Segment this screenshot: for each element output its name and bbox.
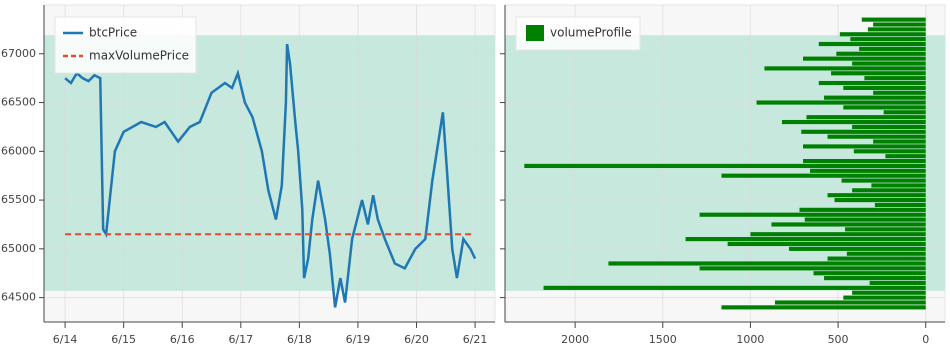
volume-bar [853, 149, 926, 154]
volume-bar [827, 256, 926, 261]
volume-bar [699, 212, 926, 217]
legend-label: volumeProfile [550, 26, 632, 40]
x-tick-label: 2000 [561, 333, 589, 346]
volume-bar [834, 198, 926, 203]
volume-bar [818, 41, 926, 47]
volume-bar [774, 300, 926, 305]
x-tick-label: 500 [828, 333, 849, 346]
volume-bar [831, 71, 926, 76]
volume-bar [864, 76, 926, 81]
price-line [64, 43, 477, 308]
volume-bar [721, 173, 926, 178]
y-tick-label: 66500 [1, 96, 36, 109]
volume-bar [799, 207, 926, 212]
volume-bar [750, 232, 926, 237]
volume-bar [871, 183, 926, 188]
volume-bar [788, 246, 926, 251]
volume-bar [721, 305, 926, 310]
x-tick-label: 6/18 [287, 333, 312, 346]
volume-bar [867, 27, 926, 32]
volume-bar [685, 237, 926, 242]
volume-bar [885, 154, 926, 159]
volume-bar [852, 188, 926, 193]
volume-bar [801, 129, 926, 134]
x-tick-label: 6/21 [463, 333, 488, 346]
volume-bar [843, 295, 926, 300]
volume-bar [852, 61, 926, 66]
volume-bar [843, 105, 926, 110]
volume-bar [824, 276, 926, 281]
y-tick-label: 64500 [1, 291, 36, 304]
volume-bar [883, 110, 926, 115]
volume-bar [873, 90, 926, 95]
volume-bar [850, 37, 926, 42]
volume-bar [843, 85, 926, 90]
x-tick-label: 6/14 [53, 333, 78, 346]
x-tick-label: 0 [922, 333, 929, 346]
legend-label: btcPrice [89, 26, 137, 40]
y-tick-label: 66000 [1, 144, 36, 157]
volume-bar [873, 139, 926, 144]
volume-bar [804, 217, 926, 222]
volume-bar [524, 163, 926, 169]
volume-bar [756, 100, 926, 105]
volume-bar [845, 227, 926, 232]
volume-bar [827, 193, 926, 198]
legend-box [54, 16, 197, 74]
volume-bar [841, 178, 926, 183]
volume-bar [803, 158, 926, 164]
volume-bar [803, 56, 926, 61]
x-tick-label: 6/16 [170, 333, 195, 346]
volume-bar [803, 144, 926, 149]
x-tick-label: 6/15 [111, 333, 136, 346]
volume-bar [806, 115, 926, 120]
volume-bar [543, 285, 926, 290]
volume-bar [699, 266, 926, 271]
volume-bar [813, 271, 926, 276]
volume-bar [846, 251, 926, 256]
y-tick-label: 65000 [1, 242, 36, 255]
volume-bar [861, 17, 926, 22]
value-area-band [44, 35, 495, 291]
volume-bar [836, 51, 926, 56]
volume-bar [781, 119, 926, 125]
x-tick-label: 6/19 [346, 333, 371, 346]
volume-bar [852, 124, 926, 129]
volume-bar [824, 95, 926, 100]
volume-bar [859, 46, 926, 51]
volume-bar [869, 280, 926, 286]
volume-bar [873, 22, 926, 27]
legend-label: maxVolumePrice [89, 49, 189, 63]
x-tick-label: 1000 [736, 333, 764, 346]
volume-bar [764, 66, 926, 71]
volume-bar [827, 134, 926, 139]
x-tick-label: 6/17 [228, 333, 253, 346]
volume-bar [818, 80, 926, 86]
y-tick-label: 65500 [1, 193, 36, 206]
volume-bar [810, 168, 926, 173]
x-tick-label: 1500 [649, 333, 677, 346]
y-tick-label: 67000 [1, 47, 36, 60]
volume-bar [874, 202, 926, 208]
volume-bar [608, 261, 926, 266]
x-tick-label: 6/20 [404, 333, 429, 346]
volume-bar [771, 222, 926, 227]
volume-bar [852, 290, 926, 295]
volume-bar [727, 241, 926, 247]
volume-bar [839, 32, 926, 37]
legend-swatch [526, 25, 544, 41]
